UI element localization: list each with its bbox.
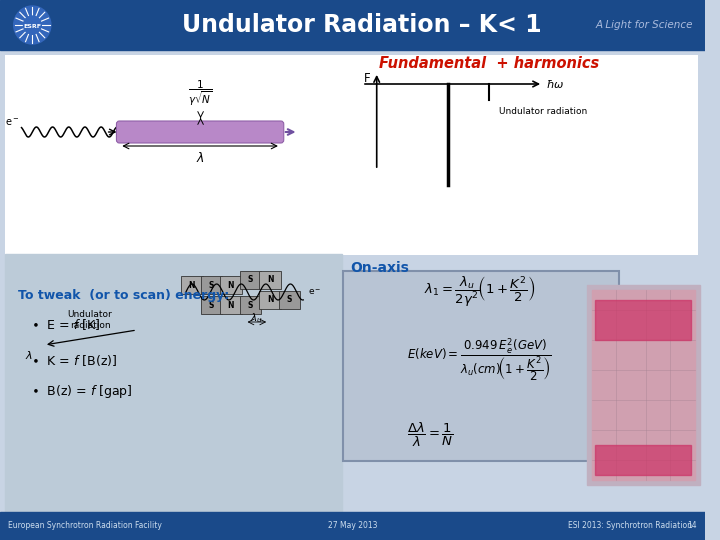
Bar (5, 254, 343, 512)
Text: $\dfrac{1}{\gamma\sqrt{N}}$: $\dfrac{1}{\gamma\sqrt{N}}$ (188, 78, 213, 108)
Text: Fundamental  + harmonics: Fundamental + harmonics (379, 57, 599, 71)
Bar (181, 276, 202, 294)
Text: $\bullet$  B(z) = $f$ [gap]: $\bullet$ B(z) = $f$ [gap] (31, 383, 133, 401)
Bar (279, 291, 300, 309)
FancyBboxPatch shape (343, 271, 619, 461)
Text: $\dfrac{\Delta\lambda}{\lambda} = \dfrac{1}{N}$: $\dfrac{\Delta\lambda}{\lambda} = \dfrac… (408, 421, 454, 449)
Text: N: N (267, 295, 274, 305)
Bar (587, 285, 700, 485)
Text: e$^-$: e$^-$ (5, 117, 19, 127)
Bar (201, 276, 222, 294)
Text: ESRF: ESRF (23, 24, 41, 30)
Bar (0, 0, 704, 50)
Text: $\lambda_u$: $\lambda_u$ (250, 311, 263, 325)
Text: $\lambda$: $\lambda$ (25, 349, 33, 361)
Bar (5, 55, 698, 255)
Text: A Light for Science: A Light for Science (595, 20, 693, 30)
Bar (201, 296, 222, 314)
Bar (595, 300, 690, 340)
Bar (259, 271, 281, 289)
Text: European Synchrotron Radiation Facility: European Synchrotron Radiation Facility (8, 522, 162, 530)
Text: 14: 14 (687, 522, 697, 530)
Text: N: N (189, 280, 195, 289)
Text: $\lambda$: $\lambda$ (197, 151, 205, 165)
Text: $\bullet$  K = $f$ [B(z)]: $\bullet$ K = $f$ [B(z)] (31, 353, 117, 368)
Text: On-axis: On-axis (351, 261, 409, 275)
Text: N: N (228, 300, 234, 309)
Text: S: S (248, 300, 253, 309)
Text: $\lambda_1 = \dfrac{\lambda_u}{2\gamma^2}\!\left(1+\dfrac{K^2}{2}\right)$: $\lambda_1 = \dfrac{\lambda_u}{2\gamma^2… (424, 275, 535, 309)
Bar (220, 296, 242, 314)
Text: N: N (228, 280, 234, 289)
Text: Undulator
radiation: Undulator radiation (68, 310, 112, 330)
FancyBboxPatch shape (117, 121, 284, 143)
Text: $E(keV) = \dfrac{0.949\,E_e^2(GeV)}{\lambda_u(cm)\!\left(1+\dfrac{K^2}{2}\right): $E(keV) = \dfrac{0.949\,E_e^2(GeV)}{\lam… (407, 336, 552, 384)
Bar (220, 276, 242, 294)
Text: $\hbar\omega$: $\hbar\omega$ (546, 78, 564, 90)
Text: ESI 2013: Synchrotron Radiation: ESI 2013: Synchrotron Radiation (567, 522, 691, 530)
Text: S: S (287, 295, 292, 305)
Circle shape (24, 16, 41, 34)
Text: Undulator Radiation – K< 1: Undulator Radiation – K< 1 (182, 13, 542, 37)
Text: S: S (209, 300, 214, 309)
Text: To tweak  (or to scan) energy:: To tweak (or to scan) energy: (17, 288, 229, 301)
Text: Undulator radiation: Undulator radiation (499, 107, 588, 117)
Text: S: S (248, 275, 253, 285)
Text: 27 May 2013: 27 May 2013 (328, 522, 377, 530)
Text: $\bullet$  E = $f$ [K]: $\bullet$ E = $f$ [K] (31, 318, 101, 333)
Bar (259, 291, 281, 309)
Bar (595, 445, 690, 475)
Text: N: N (267, 275, 274, 285)
Bar (240, 271, 261, 289)
Bar (592, 290, 695, 480)
Text: F: F (364, 71, 371, 84)
Text: S: S (209, 280, 214, 289)
Text: e$^-$: e$^-$ (308, 287, 322, 297)
Circle shape (14, 6, 51, 44)
Bar (240, 296, 261, 314)
Bar (0, 512, 704, 540)
